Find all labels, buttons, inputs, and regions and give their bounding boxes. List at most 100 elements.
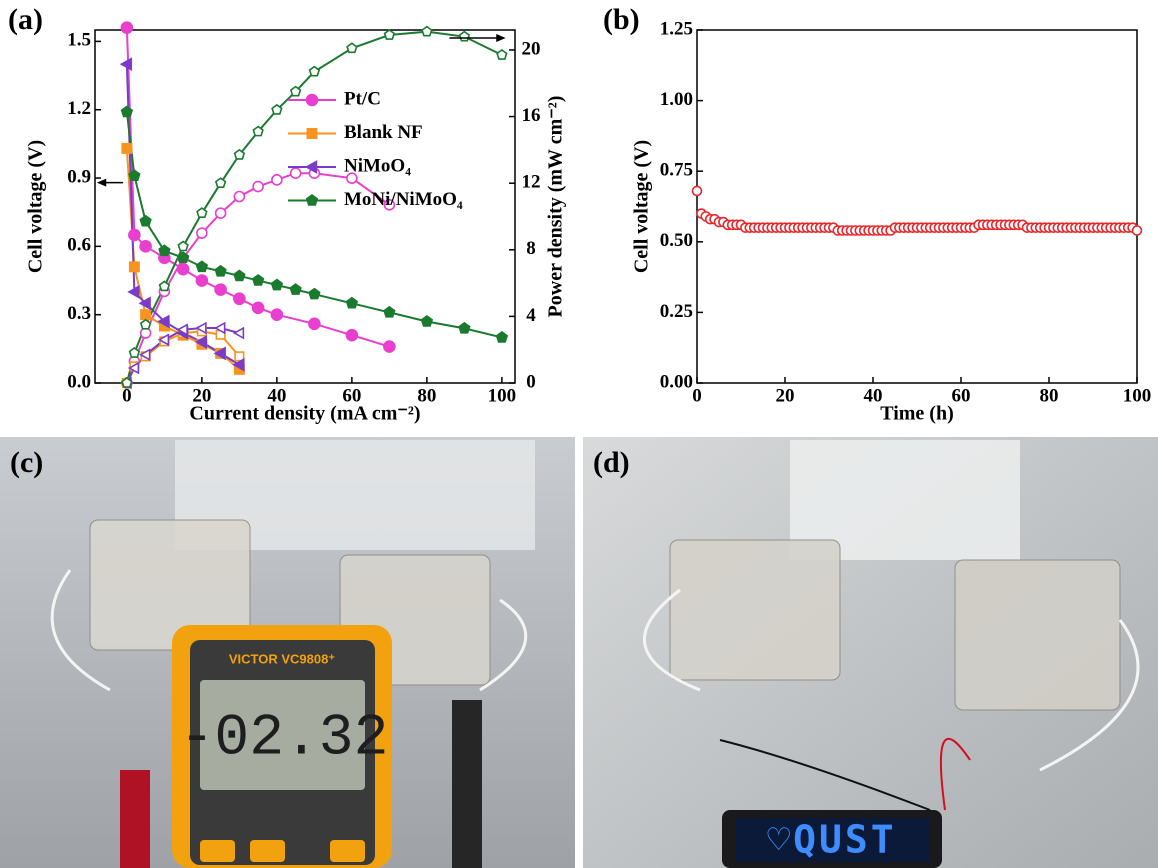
marker	[383, 305, 396, 318]
x-axis-title: Current density (mA cm⁻²)	[189, 403, 420, 425]
x-tick-label: 20	[776, 385, 795, 406]
marker	[214, 283, 227, 296]
y-tick-label: 0.3	[67, 303, 91, 324]
y2-tick-label: 4	[526, 305, 536, 326]
x-tick-label: 100	[488, 385, 517, 406]
y-tick-label: 0.00	[660, 371, 693, 392]
y2-tick-label: 8	[526, 238, 536, 259]
marker	[195, 321, 207, 335]
marker	[233, 148, 246, 160]
marker	[308, 317, 321, 331]
marker	[345, 328, 359, 342]
marker	[214, 207, 227, 219]
button	[330, 840, 365, 862]
panel-label: (d)	[593, 446, 630, 479]
multimeter-display	[200, 680, 365, 790]
marker	[128, 347, 141, 358]
meter-brand: VICTOR VC9808⁺	[229, 651, 335, 666]
y-axis-title: Cell voltage (V)	[25, 140, 47, 273]
marker	[271, 174, 283, 186]
arrowhead	[96, 178, 107, 187]
marker	[127, 361, 140, 375]
x-tick-label: 0	[122, 385, 132, 406]
marker	[308, 287, 321, 300]
marker	[138, 296, 151, 311]
marker	[458, 30, 471, 42]
legend-marker	[305, 194, 319, 206]
y-tick-label: 1.2	[67, 98, 91, 119]
marker	[289, 85, 302, 97]
x-tick-label: 80	[1040, 385, 1059, 406]
marker	[176, 323, 188, 337]
marker	[271, 103, 283, 115]
marker	[251, 274, 265, 286]
x-tick-label: 20	[192, 385, 211, 406]
marker	[213, 321, 226, 335]
marker	[121, 377, 133, 388]
y2-tick-label: 20	[522, 38, 541, 59]
marker	[346, 172, 358, 184]
led-text: ♡QUST	[767, 818, 896, 862]
x-tick-label: 40	[864, 385, 883, 406]
marker	[176, 251, 190, 263]
marker	[128, 169, 141, 182]
y2-axis-title: Power density (mW cm⁻²)	[545, 96, 567, 318]
marker	[127, 285, 140, 299]
legend-marker	[304, 160, 318, 174]
marker	[383, 29, 396, 40]
marker	[270, 278, 284, 291]
marker	[251, 301, 265, 315]
marker	[214, 264, 227, 277]
marker	[383, 340, 396, 353]
marker	[270, 308, 284, 321]
fuel-cell	[89, 519, 251, 651]
led-screen	[735, 818, 930, 862]
probe	[120, 770, 150, 868]
y-tick-label: 1.25	[660, 18, 693, 39]
legend-label: NiMoO₄	[344, 155, 411, 176]
marker	[345, 296, 359, 309]
legend-label: MoNi/NiMoO₄	[344, 189, 463, 210]
plot-frame	[696, 29, 1138, 384]
y-tick-label: 0.6	[67, 235, 91, 256]
panel-label: (b)	[603, 3, 640, 36]
y-tick-label: 0.75	[660, 160, 693, 181]
marker	[308, 65, 321, 77]
y2-tick-label: 16	[522, 105, 541, 126]
y-tick-label: 1.5	[67, 30, 91, 51]
x-tick-label: 60	[342, 385, 361, 406]
button	[200, 840, 235, 862]
panel-label: (c)	[10, 446, 43, 479]
marker	[121, 142, 133, 154]
marker	[252, 180, 264, 193]
marker	[420, 315, 434, 327]
y-tick-label: 0.25	[660, 301, 693, 322]
meter-reading: -02.32	[180, 706, 389, 771]
fuel-cell	[669, 539, 841, 681]
x-tick-label: 100	[1123, 385, 1152, 406]
arrowhead	[496, 34, 506, 42]
probe	[452, 700, 482, 868]
marker	[233, 190, 246, 203]
marker	[232, 326, 245, 340]
marker	[176, 262, 190, 276]
marker	[194, 335, 208, 349]
wire	[939, 737, 971, 811]
x-tick-label: 60	[952, 385, 971, 406]
marker	[120, 105, 134, 118]
marker	[213, 346, 226, 361]
legend-label: Blank NF	[344, 122, 423, 143]
marker	[383, 199, 396, 211]
marker	[158, 244, 171, 257]
wire	[50, 569, 528, 692]
legend-marker	[306, 128, 318, 139]
y-tick-label: 1.00	[660, 89, 693, 110]
panel-label: (a)	[8, 3, 43, 36]
marker	[234, 351, 245, 362]
marker	[196, 227, 208, 239]
plot-frame	[94, 29, 516, 384]
marker	[458, 321, 471, 334]
marker	[252, 125, 264, 137]
marker	[346, 42, 358, 54]
